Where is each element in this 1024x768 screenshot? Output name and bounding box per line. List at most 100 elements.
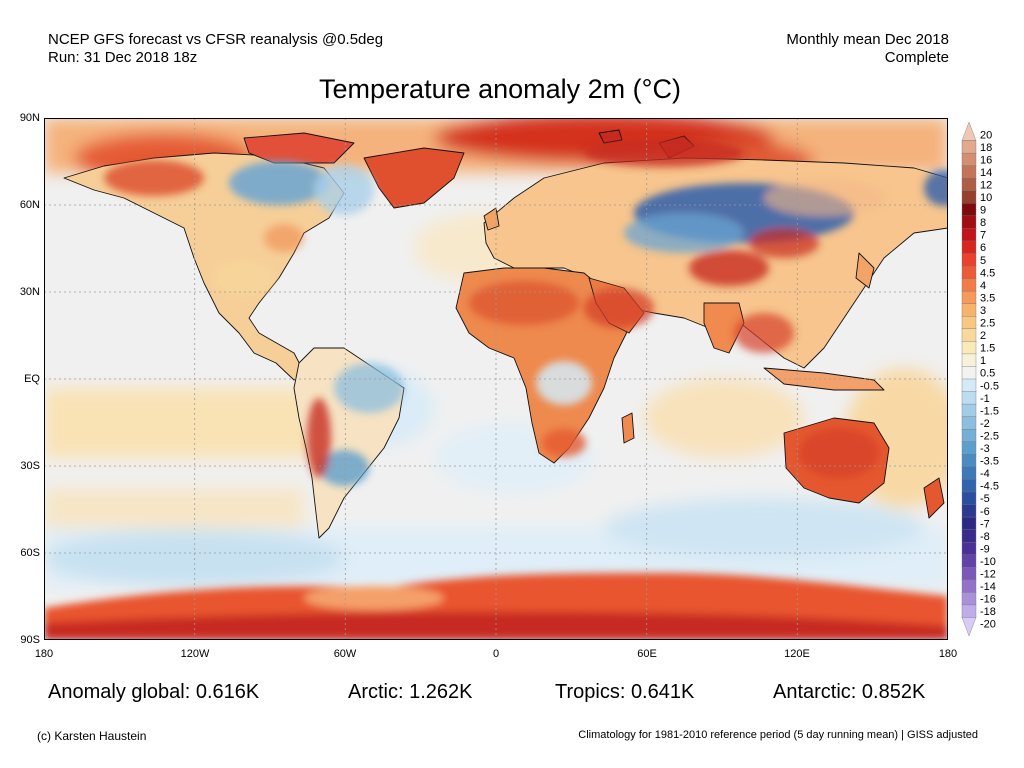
lat-label-90n: 90N <box>19 112 40 124</box>
colorbar-label: 0.5 <box>980 368 995 380</box>
colorbar-label: 18 <box>980 142 992 154</box>
colorbar-label: -4.5 <box>980 481 999 493</box>
colorbar-swatch <box>961 178 977 192</box>
colorbar-swatch <box>961 341 977 355</box>
colorbar-label: -8 <box>980 531 990 543</box>
header-run: Run: 31 Dec 2018 18z <box>48 49 198 66</box>
lat-label-30s: 30S <box>20 460 40 472</box>
colorbar-label: -12 <box>980 569 996 581</box>
lon-label-60e: 60E <box>637 648 657 660</box>
colorbar-label: 2.5 <box>980 318 995 330</box>
svalbard <box>598 129 623 144</box>
colorbar-label: -16 <box>980 594 996 606</box>
colorbar-label: -2 <box>980 418 990 430</box>
colorbar-swatch <box>961 203 977 217</box>
lat-label-90s: 90S <box>20 634 40 646</box>
antarctica-region <box>44 573 948 640</box>
stat-global-anomaly: Anomaly global: 0.616K <box>48 681 260 703</box>
model-run-info: NCEP GFS forecast vs CFSR reanalysis @0.… <box>48 31 383 67</box>
colorbar-label: -7 <box>980 518 990 530</box>
colorbar-swatch <box>961 429 977 443</box>
colorbar-label: 7 <box>980 230 986 242</box>
colorbar-swatch <box>961 504 977 518</box>
lon-label-180w: 180 <box>34 648 54 660</box>
colorbar-label: 1.5 <box>980 343 995 355</box>
british-isles <box>483 207 500 231</box>
japan <box>855 252 875 289</box>
canadian-archipelago <box>243 132 355 164</box>
colorbar-swatch <box>961 290 977 305</box>
lon-label-120w: 120W <box>180 648 210 660</box>
colorbar-labels: 201816141210987654.543.532.521.510.5-0.5… <box>980 129 999 630</box>
header-status: Complete <box>884 49 949 66</box>
colorbar-swatch <box>961 554 977 568</box>
colorbar-swatch <box>961 391 977 405</box>
colorbar-label: 3.5 <box>980 292 995 304</box>
colorbar-swatch <box>961 366 977 380</box>
period-info: Monthly mean Dec 2018 Complete <box>786 31 949 67</box>
colorbar-label: 3 <box>980 305 986 317</box>
colorbar-swatch <box>961 466 977 480</box>
stat-tropics: Tropics: 0.641K <box>555 681 695 703</box>
colorbar-swatch <box>961 541 977 556</box>
colorbar-swatch <box>961 592 977 606</box>
colorbar-swatch <box>961 567 977 581</box>
colorbar-label: 9 <box>980 205 986 217</box>
colorbar-label: 10 <box>980 192 992 204</box>
colorbar-swatch <box>961 303 977 317</box>
colorbar-swatch <box>961 152 977 167</box>
colorbar-swatch <box>961 441 977 455</box>
colorbar-label: -3.5 <box>980 456 999 468</box>
colorbar-label: 16 <box>980 154 992 166</box>
colorbar-label: 4.5 <box>980 267 995 279</box>
colorbar-label: -1.5 <box>980 405 999 417</box>
colorbar-label: -6 <box>980 506 990 518</box>
colorbar-label: -0.5 <box>980 380 999 392</box>
colorbar-swatch <box>961 228 977 242</box>
colorbar-swatch <box>961 378 977 393</box>
colorbar-label: 8 <box>980 217 986 229</box>
colorbar-swatch <box>961 454 977 468</box>
graticule <box>44 118 948 640</box>
greenland <box>363 147 465 209</box>
header-period: Monthly mean Dec 2018 <box>786 31 949 48</box>
colorbar-swatch <box>961 190 977 204</box>
copyright-credit: (c) Karsten Haustein <box>37 729 147 743</box>
colorbar-swatch <box>961 579 977 593</box>
anomaly-map <box>44 118 948 640</box>
lon-label-120e: 120E <box>784 648 810 660</box>
map-frame <box>44 118 948 640</box>
colorbar-label: 2 <box>980 330 986 342</box>
colorbar-swatch <box>961 617 977 637</box>
colorbar-label: -2.5 <box>980 430 999 442</box>
colorbar-label: 1 <box>980 355 986 367</box>
lon-label-60w: 60W <box>333 648 357 660</box>
madagascar <box>621 412 635 444</box>
lat-label-30n: 30N <box>19 286 40 298</box>
colorbar-label: 14 <box>980 167 992 179</box>
colorbar-swatch <box>961 529 977 543</box>
colorbar-swatch <box>961 604 977 618</box>
colorbar-swatch <box>961 240 977 254</box>
colorbar-swatch <box>961 479 977 493</box>
colorbar-label: -9 <box>980 543 990 555</box>
colorbar-swatch <box>961 215 977 229</box>
colorbar-swatch <box>961 253 977 267</box>
colorbar-label: -14 <box>980 581 996 593</box>
colorbar-label: -1 <box>980 393 990 405</box>
land-anomaly-overlays <box>104 139 948 486</box>
colorbar-swatch <box>961 265 977 280</box>
colorbar-label: -4 <box>980 468 990 480</box>
colorbar-swatch <box>961 516 977 531</box>
climatology-note: Climatology for 1981-2010 reference peri… <box>578 729 978 741</box>
colorbar-swatch <box>961 403 977 418</box>
colorbar-swatch <box>961 165 977 179</box>
colorbar-label: 12 <box>980 179 992 191</box>
colorbar-swatch <box>961 416 977 430</box>
colorbar-swatch <box>961 328 977 342</box>
colorbar-swatch <box>961 316 977 330</box>
colorbar-label: 4 <box>980 280 986 292</box>
lon-label-180e: 180 <box>938 648 958 660</box>
colorbar-label: 5 <box>980 255 986 267</box>
colorbar-label: -5 <box>980 493 990 505</box>
